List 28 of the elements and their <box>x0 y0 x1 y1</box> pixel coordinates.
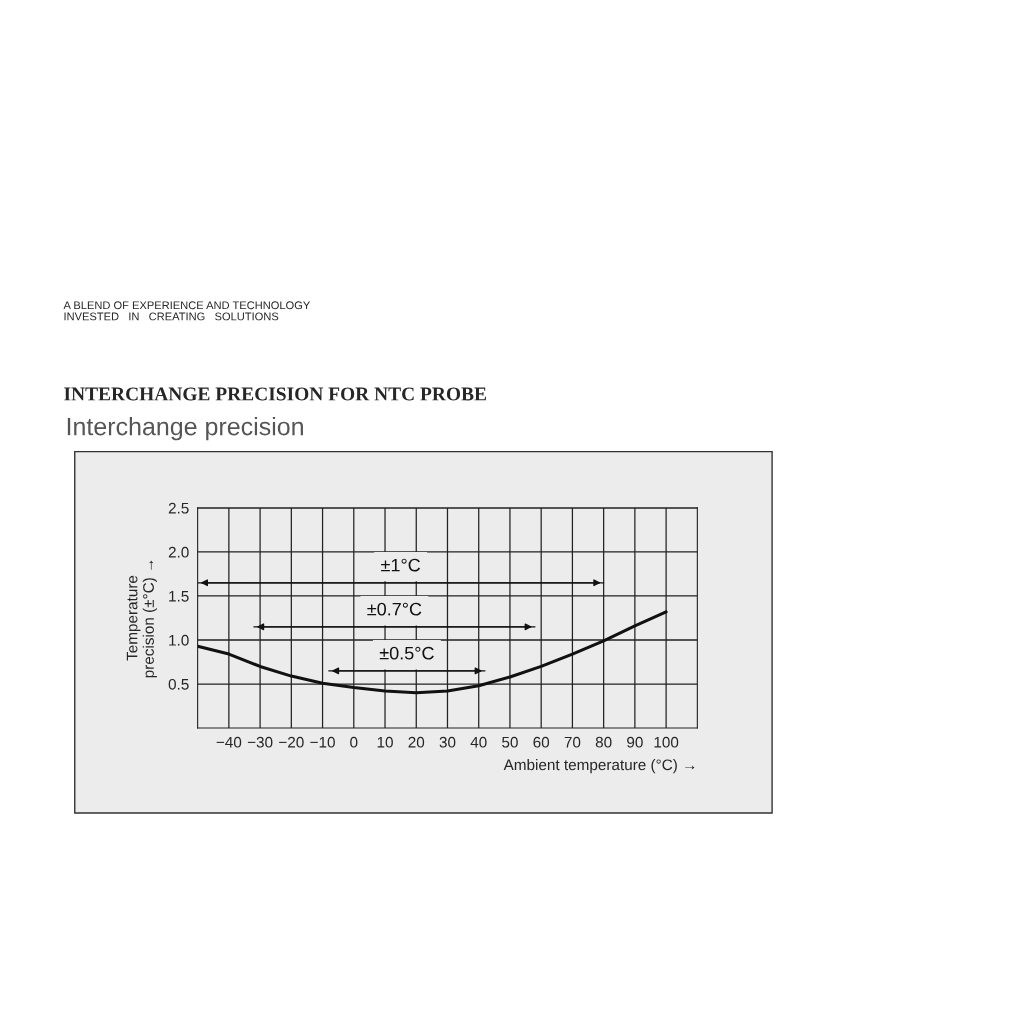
chart-subtitle: Interchange precision <box>67 417 303 441</box>
x-tick-label: −20 <box>279 736 304 748</box>
y-axis-title: Temperature precision (±°C) → <box>126 560 157 678</box>
x-tick-label: 100 <box>654 736 679 748</box>
y-tick-label: 1.0 <box>169 634 189 646</box>
x-tick-label: 80 <box>595 736 612 748</box>
x-tick-label: −30 <box>247 736 273 748</box>
x-tick-label: 60 <box>533 736 550 748</box>
x-tick-label: 90 <box>627 736 643 748</box>
y-tick-label: 1.5 <box>169 590 189 602</box>
x-axis-title: Ambient temperature (°C) → <box>503 758 695 774</box>
x-tick-label: −10 <box>310 736 335 748</box>
series-label: ±0.7°C <box>367 602 422 616</box>
x-tick-label: 50 <box>502 736 518 748</box>
x-tick-label: 20 <box>408 736 425 748</box>
text: A BLEND OF EXPERIENCE AND TECHNOLOGY INVESTED IN CREATING SOLUTIONS <box>63 301 311 321</box>
x-tick-label: 0 <box>350 736 358 748</box>
x-tick-label: −40 <box>216 736 242 748</box>
series-label: ±1°C <box>381 558 421 572</box>
x-tick-label: 10 <box>377 736 393 748</box>
x-tick-label: 40 <box>470 736 487 748</box>
series-label: ±0.5°C <box>379 646 434 660</box>
y-tick-label: 0.5 <box>168 678 189 690</box>
y-tick-label: 2.0 <box>168 546 189 558</box>
y-tick-label: 2.5 <box>168 502 189 514</box>
x-tick-label: 30 <box>439 736 456 748</box>
chart-title: INTERCHANGE PRECISION FOR NTC PROBE <box>64 387 486 401</box>
x-tick-label: 70 <box>564 736 581 748</box>
